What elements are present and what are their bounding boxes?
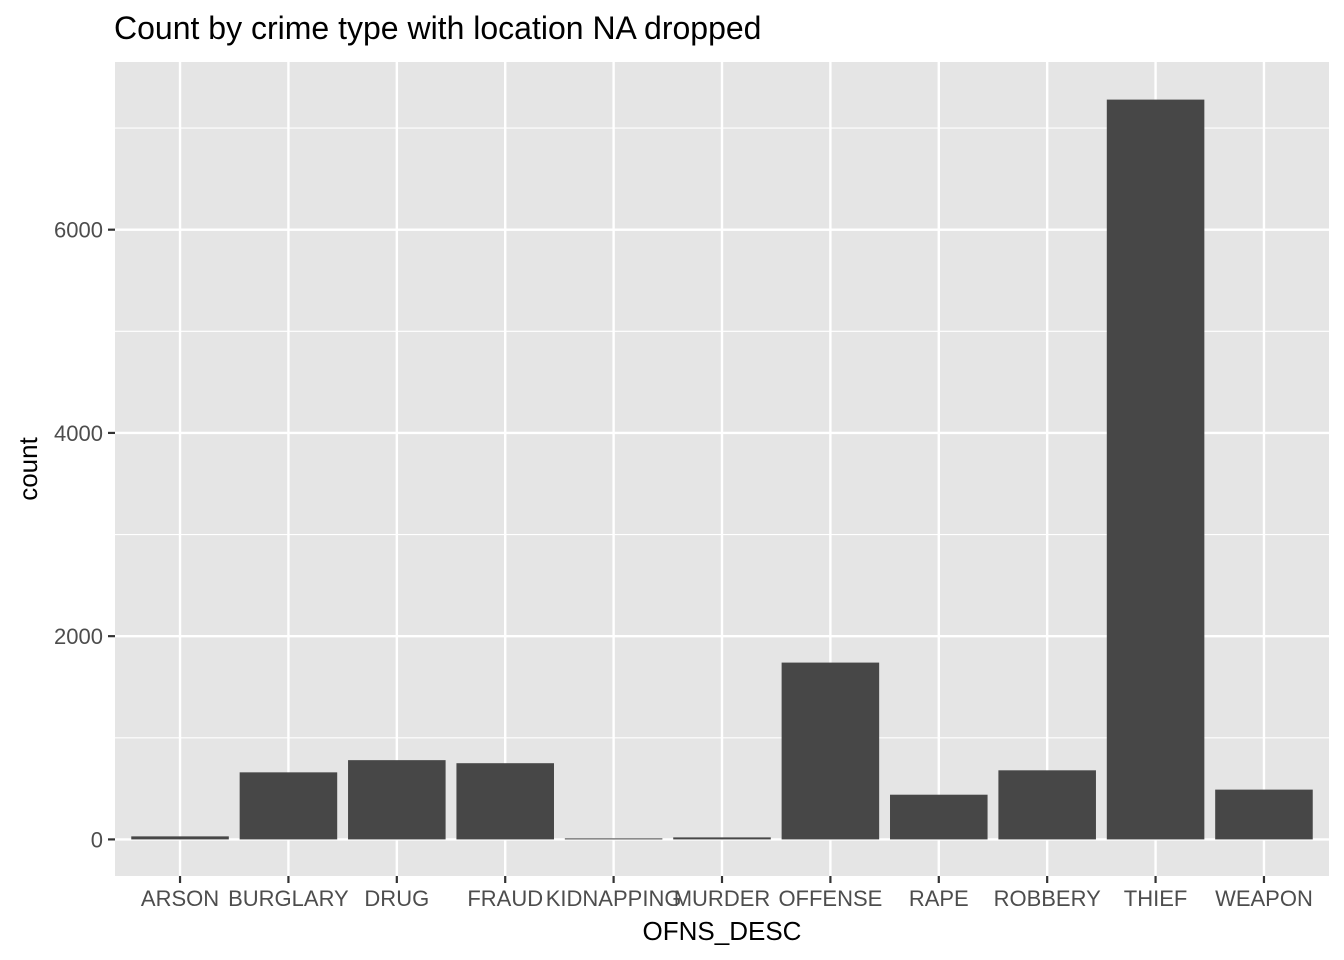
grid-major [115,62,1329,876]
bar [998,770,1096,840]
x-tick-label: RAPE [909,886,969,911]
y-tick-label: 2000 [54,624,103,649]
x-tick-label: THIEF [1124,886,1188,911]
x-tick-label: ROBBERY [994,886,1102,911]
bar [890,794,988,840]
x-tick-label: MURDER [674,886,771,911]
bar [673,837,771,840]
bar [781,662,880,840]
x-tick-label: KIDNAPPING [546,886,682,911]
bar [348,760,446,840]
x-tick-label: ARSON [141,886,219,911]
y-tick-label: 4000 [54,421,103,446]
x-tick-label: OFFENSE [778,886,882,911]
y-axis: 0 2000 4000 6000 [54,218,115,852]
bars [131,99,1313,840]
bar [131,836,229,840]
bar [564,838,663,840]
x-tick-label: BURGLARY [228,886,349,911]
bar [1106,99,1205,840]
x-tick-label: DRUG [364,886,429,911]
x-tick-label: WEAPON [1215,886,1313,911]
y-tick-label: 0 [91,827,103,852]
chart-title: Count by crime type with location NA dro… [114,10,761,46]
bar [1215,789,1313,840]
y-tick-label: 6000 [54,218,103,243]
y-axis-title: count [13,436,43,500]
x-axis-title: OFNS_DESC [643,916,802,946]
bar [456,763,554,840]
bar [239,772,338,840]
x-tick-label: FRAUD [467,886,543,911]
